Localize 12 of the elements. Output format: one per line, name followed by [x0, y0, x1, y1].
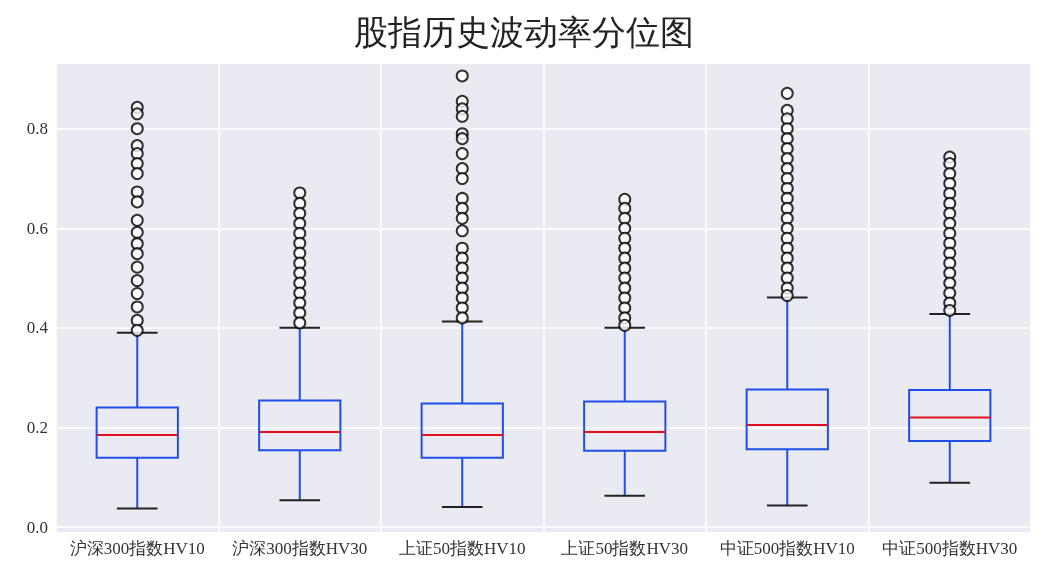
y-tick-label: 0.2	[26, 417, 48, 437]
y-tick-label: 0.6	[26, 218, 48, 238]
x-tick-label: 沪深300指数HV30	[232, 539, 368, 558]
x-tick-label: 中证500指数HV10	[719, 539, 855, 558]
y-tick-label: 0.0	[26, 517, 48, 537]
y-tick-label: 0.8	[26, 119, 48, 139]
y-tick-label: 0.4	[26, 318, 49, 338]
x-tick-label: 中证500指数HV30	[882, 539, 1018, 558]
chart-title: 股指历史波动率分位图	[353, 13, 694, 51]
x-tick-label: 上证50指数HV30	[561, 539, 689, 558]
x-tick-label: 上证50指数HV10	[398, 539, 526, 558]
x-tick-label: 沪深300指数HV10	[69, 539, 205, 558]
